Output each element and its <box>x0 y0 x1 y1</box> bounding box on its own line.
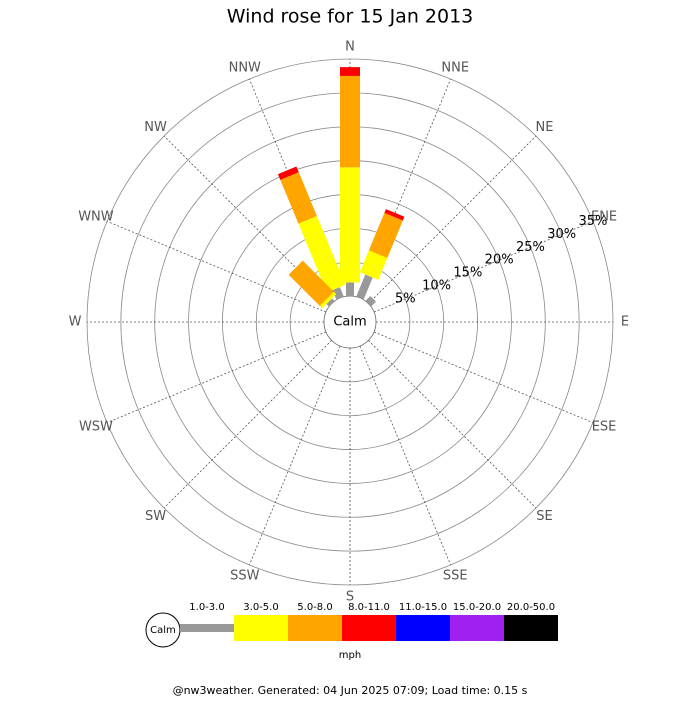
spoke <box>373 220 594 313</box>
direction-label: N <box>345 40 355 55</box>
wind-bar <box>298 215 346 293</box>
legend-swatch <box>180 624 234 632</box>
footer: @nw3weather. Generated: 04 Jun 2025 07:0… <box>173 684 528 697</box>
calm-label: Calm <box>333 315 366 330</box>
direction-label: SSW <box>230 569 260 584</box>
legend-swatch <box>234 615 288 641</box>
direction-label: W <box>69 315 82 330</box>
ring-label: 30% <box>547 227 576 242</box>
legend-label: 3.0-5.0 <box>243 602 278 613</box>
direction-label: E <box>621 315 629 330</box>
legend-label: 5.0-8.0 <box>297 602 332 613</box>
spoke <box>163 135 332 304</box>
legend-calm-label: Calm <box>150 625 176 636</box>
wind-bar <box>319 291 337 309</box>
wind-bar <box>288 260 334 306</box>
direction-label: WNW <box>78 209 114 224</box>
direction-label: SW <box>145 509 166 524</box>
direction-label: ENE <box>591 209 617 224</box>
ring-label: 5% <box>395 292 416 307</box>
direction-label: NNE <box>441 60 469 75</box>
direction-label: NW <box>144 120 167 135</box>
legend-swatch <box>504 615 558 641</box>
wind-bar <box>326 298 335 307</box>
direction-label: WSW <box>79 420 113 435</box>
legend-label: 15.0-20.0 <box>453 602 501 613</box>
spoke <box>359 345 452 566</box>
wind-bar <box>340 67 360 76</box>
wind-bar <box>359 250 388 280</box>
legend-swatch <box>342 615 396 641</box>
spoke <box>163 340 332 509</box>
wind-bar <box>365 295 377 307</box>
wind-bar <box>280 172 317 224</box>
spoke <box>248 78 341 299</box>
legend-swatch <box>450 615 504 641</box>
wind-bar <box>340 167 360 283</box>
spoke <box>106 331 327 424</box>
direction-label: SE <box>536 509 552 524</box>
legend-unit: mph <box>339 650 361 661</box>
ring-label: 15% <box>453 266 482 281</box>
wind-bar <box>356 274 373 300</box>
ring-label: 20% <box>485 253 514 268</box>
spoke <box>373 331 594 424</box>
spoke <box>368 340 537 509</box>
ring-label: 35% <box>579 214 608 229</box>
spoke <box>359 78 452 299</box>
direction-label: ESE <box>592 420 617 435</box>
direction-label: NE <box>535 120 553 135</box>
ring-label: 10% <box>422 279 451 294</box>
wind-bar <box>332 287 344 300</box>
wind-bar <box>277 166 299 180</box>
direction-label: SSE <box>443 569 468 584</box>
spoke <box>248 345 341 566</box>
spoke <box>106 220 327 313</box>
wind-bar <box>368 212 403 259</box>
chart-title: Wind rose for 15 Jan 2013 <box>227 6 474 28</box>
direction-label: NNW <box>229 60 261 75</box>
legend-swatch <box>396 615 450 641</box>
legend-label: 20.0-50.0 <box>507 602 555 613</box>
wind-bar <box>340 75 360 168</box>
wind-bar <box>384 209 405 221</box>
legend-swatch <box>288 615 342 641</box>
wind-bar <box>346 282 354 296</box>
ring-label: 25% <box>516 240 545 255</box>
direction-label: S <box>346 590 354 605</box>
legend-label: 8.0-11.0 <box>348 602 390 613</box>
spoke <box>368 135 537 304</box>
legend-label: 1.0-3.0 <box>189 602 224 613</box>
legend-label: 11.0-15.0 <box>399 602 447 613</box>
